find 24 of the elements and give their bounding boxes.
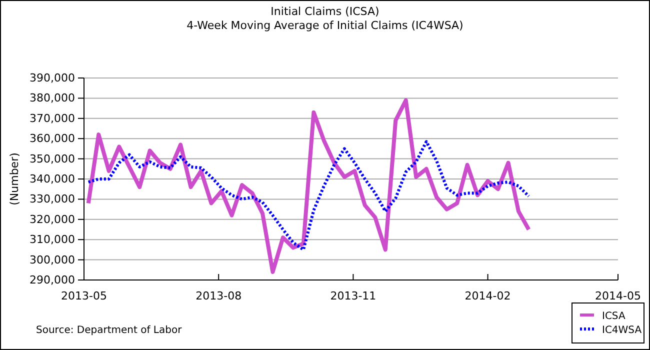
- y-tick-label: 290,000: [30, 274, 75, 287]
- y-tick-label: 360,000: [30, 132, 75, 146]
- x-tick-label: 2014-02: [464, 290, 511, 302]
- x-tick-label: 2014-05: [595, 290, 641, 302]
- y-tick-label: 330,000: [30, 192, 75, 206]
- chart-title: Initial Claims (ICSA): [270, 5, 380, 18]
- y-tick-label: 380,000: [30, 92, 75, 105]
- y-tick-label: 300,000: [30, 253, 75, 266]
- x-tick-label: 2013-08: [196, 290, 242, 302]
- line-series: [86, 140, 530, 252]
- y-tick-label: 350,000: [30, 152, 75, 166]
- y-tick-label: 320,000: [30, 212, 75, 226]
- y-tick-label: 390,000: [30, 72, 75, 85]
- y-tick-label: 340,000: [30, 172, 75, 186]
- line-series: [86, 98, 531, 274]
- y-axis-title: (Number): [8, 152, 21, 206]
- source-note: Source: Department of Labor: [36, 325, 183, 336]
- y-tick-label: 370,000: [30, 112, 75, 125]
- x-tick-label: 2013-11: [330, 290, 376, 302]
- legend-label: ICSA: [602, 311, 626, 322]
- y-tick-label: 310,000: [30, 233, 75, 246]
- legend-label: IC4WSA: [602, 325, 642, 336]
- chart-subtitle: 4-Week Moving Average of Initial Claims (IC4WSA): [186, 19, 464, 32]
- x-tick-label: 2013-05: [61, 290, 107, 302]
